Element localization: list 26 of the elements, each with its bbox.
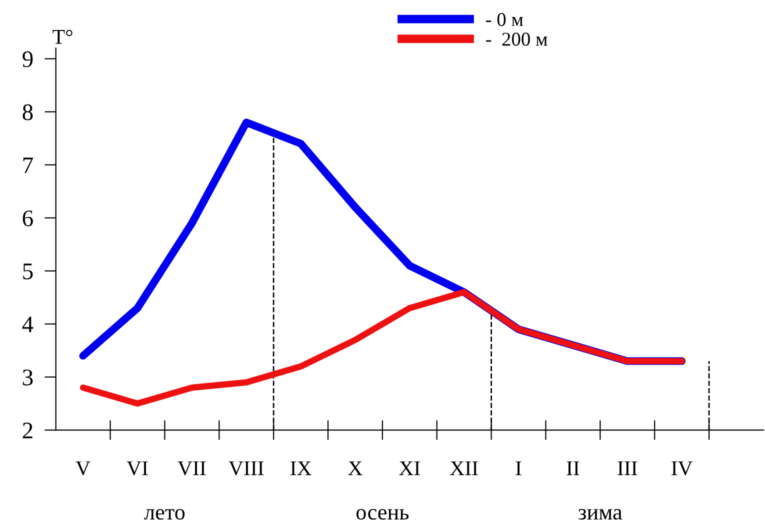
y-tick-label: 3 xyxy=(22,370,33,386)
y-tick-label: 8 xyxy=(22,104,33,120)
x-tick-label: I xyxy=(516,461,522,476)
text: зима xyxy=(578,508,622,520)
x-tick-label: IX xyxy=(290,461,312,476)
x-tick-label: VIII xyxy=(228,461,264,476)
y-tick-label: 4 xyxy=(22,316,34,332)
x-tick-label: II xyxy=(566,461,580,476)
y-tick-label: 5 xyxy=(23,264,33,280)
x-tick-label: X xyxy=(348,461,362,476)
x-tick-label: XII xyxy=(450,461,478,476)
legend-label: - 0 м xyxy=(486,12,524,26)
text: осень xyxy=(356,508,409,520)
x-tick-label: VII xyxy=(178,461,206,476)
y-tick-label: 9 xyxy=(22,51,33,68)
y-tick-label: 7 xyxy=(23,158,33,174)
x-tick-label: XI xyxy=(399,461,420,476)
x-tick-label: V xyxy=(76,461,90,476)
y-tick-label: 6 xyxy=(22,210,33,226)
x-tick-label: VI xyxy=(126,461,148,476)
y-axis-title: T° xyxy=(52,30,72,44)
text: лето xyxy=(144,508,185,520)
legend-label: - 200 м xyxy=(486,32,548,46)
x-tick-label: IV xyxy=(672,461,693,476)
x-tick-label: III xyxy=(618,461,638,476)
y-tick-label: 2 xyxy=(22,422,32,438)
